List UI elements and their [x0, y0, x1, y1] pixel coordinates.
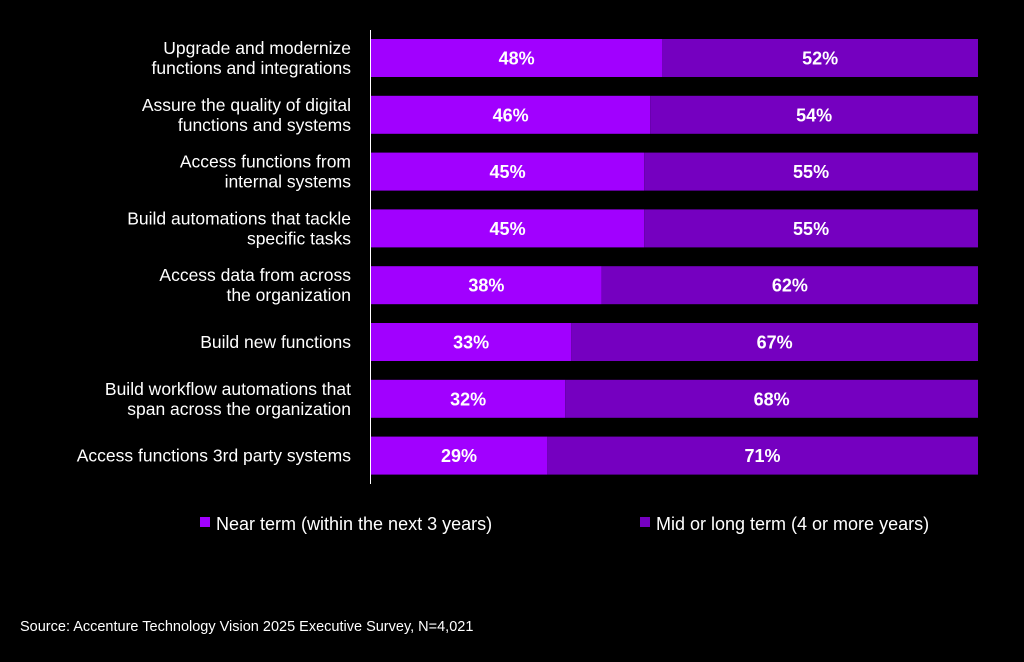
category-label-6-line-0: Build workflow automations that — [105, 379, 351, 399]
data-label-near-term-2: 45% — [490, 162, 526, 182]
data-label-mid-long-term-6: 68% — [754, 389, 790, 409]
data-label-near-term-5: 33% — [453, 333, 489, 353]
legend-swatch-near-term — [200, 517, 210, 527]
bar-near-term-5 — [371, 323, 572, 361]
legend-label-near-term: Near term (within the next 3 years) — [216, 514, 492, 534]
legend: Near term (within the next 3 years) Mid o… — [200, 514, 929, 534]
data-label-near-term-3: 45% — [490, 219, 526, 239]
category-label-1-line-0: Assure the quality of digital — [142, 95, 351, 115]
category-label-7-line-0: Access functions 3rd party systems — [77, 446, 352, 466]
data-label-mid-long-term-0: 52% — [802, 49, 838, 69]
bar-mid-long-term-0 — [662, 39, 978, 77]
data-label-near-term-6: 32% — [450, 389, 486, 409]
category-label-2-line-0: Access functions from — [180, 152, 351, 172]
category-label-5-line-0: Build new functions — [200, 332, 351, 352]
bar-mid-long-term-6 — [565, 379, 978, 418]
bar-near-term-4 — [371, 266, 602, 305]
bar-mid-long-term-7 — [547, 436, 978, 475]
data-label-mid-long-term-3: 55% — [793, 219, 829, 239]
data-label-mid-long-term-2: 55% — [793, 162, 829, 182]
bar-near-term-3 — [371, 209, 645, 248]
category-label-4-line-0: Access data from across — [159, 265, 351, 285]
bars-group: 48% 52% 46% 54% 45% 55% 45% 55% 38% 62% 33% 67% 32% 6… — [371, 39, 978, 475]
bar-mid-long-term-2 — [644, 152, 978, 191]
category-label-6-line-1: span across the organization — [127, 399, 351, 419]
data-label-near-term-1: 46% — [493, 105, 529, 125]
category-label-0-line-0: Upgrade and modernize — [163, 38, 351, 58]
bar-near-term-0 — [371, 39, 663, 77]
category-label-1-line-1: functions and systems — [178, 115, 351, 135]
category-label-4-line-1: the organization — [226, 285, 351, 305]
bar-mid-long-term-5 — [571, 323, 978, 361]
bar-near-term-2 — [371, 152, 645, 191]
bar-near-term-7 — [371, 436, 548, 475]
category-label-3-line-1: specific tasks — [247, 228, 351, 248]
data-label-near-term-4: 38% — [468, 276, 504, 296]
data-label-mid-long-term-7: 71% — [744, 446, 780, 466]
legend-swatch-mid-long-term — [640, 517, 650, 527]
bar-near-term-1 — [371, 95, 651, 134]
source-note: Source: Accenture Technology Vision 2025… — [20, 619, 474, 635]
category-label-2-line-1: internal systems — [225, 172, 352, 192]
bar-mid-long-term-1 — [650, 95, 978, 134]
data-label-mid-long-term-5: 67% — [757, 333, 793, 353]
data-label-near-term-7: 29% — [441, 446, 477, 466]
legend-label-mid-long-term: Mid or long term (4 or more years) — [656, 514, 929, 534]
bar-near-term-6 — [371, 379, 566, 418]
bar-mid-long-term-3 — [644, 209, 978, 248]
category-label-3-line-0: Build automations that tackle — [127, 208, 351, 228]
data-label-mid-long-term-4: 62% — [772, 276, 808, 296]
data-label-near-term-0: 48% — [499, 49, 535, 69]
bar-mid-long-term-4 — [601, 266, 978, 305]
data-label-mid-long-term-1: 54% — [796, 105, 832, 125]
category-label-0-line-1: functions and integrations — [152, 58, 352, 78]
